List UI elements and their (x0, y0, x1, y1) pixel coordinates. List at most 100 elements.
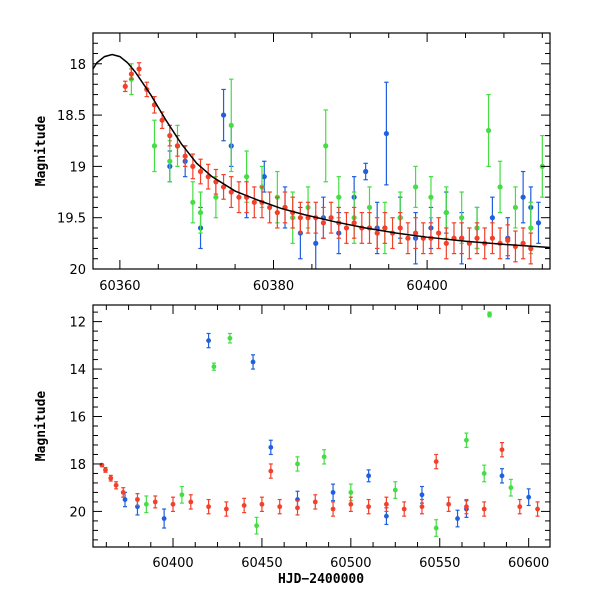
bottom-data-point (103, 467, 108, 473)
top-y-tick-label: 19 (69, 160, 86, 175)
bottom-x-tick-label: 60600 (508, 556, 549, 571)
bottom-data-point (277, 504, 283, 510)
bottom-data-point (517, 504, 523, 510)
bottom-data-point (227, 335, 233, 341)
top-data-point (313, 240, 319, 246)
bottom-data-point (250, 359, 256, 365)
top-data-point (244, 174, 250, 180)
top-data-point (159, 117, 165, 123)
bottom-data-point (295, 505, 300, 511)
bottom-data-point (268, 444, 274, 450)
bottom-axis-ticks: 60400 60450 60500 60550 60600 12 14 16 18 20 (69, 305, 550, 571)
bottom-data-marks (99, 311, 540, 537)
top-data-point (412, 184, 419, 190)
top-data-point (190, 163, 196, 169)
top-data-point (236, 194, 242, 200)
bottom-data-point (384, 501, 389, 507)
top-x-tick-label: 60360 (99, 279, 140, 294)
top-data-point (220, 112, 227, 118)
bottom-y-tick-label: 18 (69, 458, 86, 473)
top-y-tick-label: 18 (69, 58, 86, 73)
top-data-point (190, 199, 196, 205)
bottom-data-point (206, 504, 211, 510)
bottom-data-point (433, 459, 439, 464)
top-data-point (351, 220, 357, 226)
bottom-data-point (499, 473, 505, 479)
bottom-data-point (455, 516, 460, 521)
top-data-point (528, 245, 534, 252)
bottom-y-tick-label: 14 (69, 363, 86, 378)
top-data-point (436, 230, 442, 236)
bottom-data-point (161, 516, 167, 521)
bottom-series-blue (122, 332, 532, 529)
top-data-point (220, 184, 227, 190)
top-data-point (251, 199, 257, 205)
top-y-tick-label: 19.5 (57, 212, 86, 227)
bottom-data-point (312, 499, 318, 505)
top-data-point (443, 240, 449, 246)
bottom-data-point (223, 506, 229, 512)
bottom-data-point (152, 499, 158, 505)
bottom-data-point (384, 513, 389, 519)
top-data-point (228, 189, 234, 195)
bottom-data-point (135, 497, 140, 502)
top-data-point (343, 225, 350, 231)
top-series-green (128, 63, 545, 255)
top-data-point (383, 130, 390, 137)
top-data-point (228, 122, 234, 128)
bottom-data-point (268, 468, 274, 474)
bottom-data-point (481, 506, 487, 512)
top-data-point (366, 204, 373, 211)
top-x-tick-label: 60400 (406, 279, 447, 294)
bottom-plot-area (99, 311, 540, 537)
top-data-point (213, 194, 219, 200)
bottom-data-point (206, 338, 211, 343)
bottom-data-point (170, 501, 176, 507)
bottom-data-point (366, 504, 372, 510)
bottom-data-point (464, 504, 469, 510)
model-curve (93, 53, 550, 249)
top-panel: 60360 60380 60400 18 18.5 19 19.5 20 Magnitude (34, 32, 551, 294)
top-data-point (151, 143, 158, 149)
bottom-data-point (295, 461, 300, 467)
top-data-point (136, 66, 142, 72)
bottom-data-point (348, 490, 354, 495)
bottom-data-point (259, 501, 265, 507)
bottom-data-point (143, 501, 149, 507)
bottom-data-point (433, 525, 439, 531)
bottom-y-axis-title: Magnitude (34, 391, 49, 462)
top-data-point (328, 215, 334, 221)
bottom-panel: 60400 60450 60500 60550 60600 12 14 16 18 20 Magn… (34, 304, 551, 587)
bottom-data-point (330, 506, 336, 512)
bottom-data-point (179, 492, 185, 498)
top-data-point (520, 240, 526, 246)
bottom-data-point (120, 490, 126, 495)
top-data-point (485, 127, 492, 134)
top-data-point (512, 204, 519, 211)
bottom-data-point (366, 473, 372, 479)
bottom-data-point (330, 490, 336, 495)
bottom-data-point (419, 492, 425, 498)
top-data-point (174, 143, 181, 149)
bottom-data-point (348, 501, 354, 507)
top-data-point (274, 209, 280, 216)
top-data-point (167, 133, 173, 139)
top-data-point (489, 215, 495, 221)
bottom-data-point (401, 506, 407, 512)
top-y-axis-title: Magnitude (34, 116, 49, 187)
top-plot-area (93, 53, 550, 269)
bottom-y-tick-label: 16 (69, 411, 86, 426)
top-data-point (122, 83, 128, 89)
bottom-x-tick-label: 60400 (152, 556, 193, 571)
top-data-point (459, 235, 465, 241)
top-data-point (520, 194, 526, 200)
top-data-point (459, 215, 465, 221)
bottom-series-red (99, 442, 540, 517)
bottom-data-point (321, 454, 327, 460)
bottom-data-point (241, 503, 247, 508)
bottom-data-point (254, 523, 259, 529)
bottom-x-tick-label: 60550 (419, 556, 460, 571)
top-data-point (428, 194, 434, 200)
top-data-point (489, 235, 495, 241)
bottom-data-point (464, 437, 469, 443)
